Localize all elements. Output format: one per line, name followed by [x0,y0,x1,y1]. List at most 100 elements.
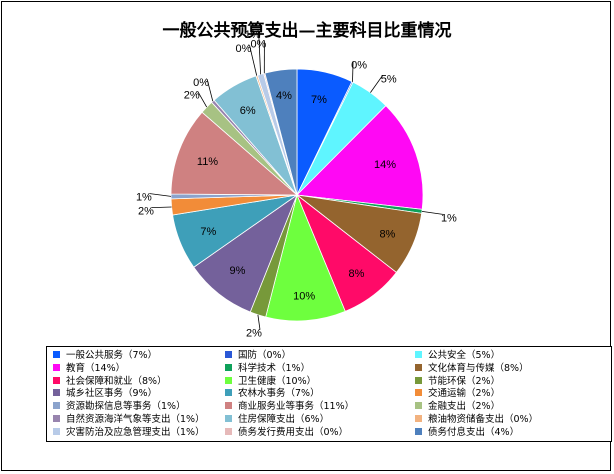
legend-label: 文化体育与传媒（8%） [428,362,529,374]
legend-label: 金融支出（2%） [428,401,501,413]
legend-item: 农林水事务（7%） [225,388,320,400]
legend-item: 社会保障和就业（8%） [53,376,167,388]
legend-swatch [53,415,60,422]
legend-swatch [225,363,232,371]
legend-swatch [53,402,60,410]
legend-item: 公共安全（5%） [415,350,500,362]
leader-line [370,75,384,93]
legend-swatch [415,402,422,410]
legend-item: 灾害防治及应急管理支出（1%） [53,427,205,439]
legend-item: 住房保障支出（6%） [225,414,329,426]
legend-label: 国防（0%） [238,350,292,361]
slice-label: 4% [276,90,292,102]
leader-line [257,314,261,330]
legend-item: 文化体育与传媒（8%） [415,363,529,375]
legend-label: 科学技术（1%） [238,362,311,374]
slice-label: 1% [245,29,261,41]
pie-slice [296,105,424,210]
legend-item: 商业服务业等事务（11%） [225,401,354,413]
slice-label: 2% [138,206,154,218]
legend-item: 粮油物资储备支出（0%） [415,414,538,426]
legend-swatch [53,376,60,384]
legend-swatch [53,363,60,371]
legend-label: 自然资源海洋气象等支出（1%） [66,414,205,425]
legend-swatch [415,389,422,397]
legend-item: 一般公共服务（7%） [53,350,157,362]
legend-swatch [225,402,232,410]
pie-slice [170,111,299,196]
leader-line [421,211,443,215]
pie-slice [264,68,298,196]
legend-item: 国防（0%） [225,350,291,362]
slice-label: 2% [246,328,262,340]
legend-label: 一般公共服务（7%） [66,350,158,361]
legend-swatch [225,389,232,397]
legend-label: 灾害防治及应急管理支出（1%） [66,426,205,438]
slice-label: 10% [293,291,315,303]
legend-swatch [53,427,60,435]
legend-item: 教育（14%） [53,363,125,375]
legend-label: 债务发行费用支出（0%） [238,426,349,438]
slice-label: 7% [311,94,327,106]
leader-line [352,61,354,82]
legend-label: 粮油物资储备支出（0%） [428,414,539,425]
legend-item: 自然资源海洋气象等支出（1%） [53,414,205,426]
legend-swatch [415,415,422,422]
legend-swatch [225,427,232,435]
legend-label: 商业服务业等事务（11%） [238,401,355,413]
legend-swatch [53,351,60,358]
slice-label: 8% [349,268,365,280]
slice-label: 11% [197,156,218,168]
legend-label: 农林水事务（7%） [238,388,320,400]
slice-label: 0% [236,43,252,55]
legend-swatch [415,363,422,371]
legend-swatch [225,351,232,358]
legend-item: 城乡社区事务（9%） [53,388,157,400]
legend-swatch [415,376,422,384]
chart-title: 一般公共预算支出—主要科目比重情况 [162,21,452,41]
slice-label: 0% [351,59,367,71]
legend-label: 节能环保（2%） [428,375,501,387]
legend-swatch [415,351,422,358]
slice-label: 1% [136,192,152,204]
legend-label: 城乡社区事务（9%） [66,388,158,400]
legend-item: 科学技术（1%） [225,363,310,375]
pie-slices [170,68,424,322]
slice-label: 7% [200,226,216,238]
legend-item: 资源勘探信息等事务（1%） [53,401,186,413]
slice-label: 1% [441,212,457,224]
leader-line [249,45,258,76]
legend-swatch [53,389,60,397]
leader-lines [149,30,443,330]
legend-label: 教育（14%） [66,362,126,374]
legend-item: 卫生健康（10%） [225,376,316,388]
pie-chart: 7%0%5%14%1%8%8%10%2%9%7%2%1%11%2%0%6%0%1… [136,29,457,340]
slice-label: 14% [374,159,396,171]
legend-swatch [225,415,232,422]
leader-line [197,91,208,108]
slice-label: 9% [230,265,246,277]
legend-swatch [415,427,422,435]
legend-item: 金融支出（2%） [415,401,500,413]
legend-item: 债务发行费用支出（0%） [225,427,348,439]
chart-legend: 一般公共服务（7%） 国防（0%） 公共安全（5%） 教育（14%） 科学技术（1%） 文… [46,346,612,442]
legend-label: 公共安全（5%） [428,350,501,361]
slice-label: 6% [240,105,256,117]
leader-line [206,79,214,102]
leader-line [149,193,172,197]
leader-line [151,206,172,208]
legend-label: 卫生健康（10%） [238,375,317,387]
legend-label: 资源勘探信息等事务（1%） [66,401,186,413]
legend-item: 交通运输（2%） [415,388,500,400]
legend-label: 债务付息支出（4%） [428,426,520,438]
slice-label: 2% [184,89,200,101]
pie-slice [265,193,346,322]
slice-label: 5% [381,73,397,85]
slice-label: 8% [379,229,395,241]
legend-label: 交通运输（2%） [428,388,501,400]
leader-line [258,30,261,75]
legend-label: 住房保障支出（6%） [238,414,330,425]
slice-labels: 7%0%5%14%1%8%8%10%2%9%7%2%1%11%2%0%6%0%1… [136,29,457,340]
slice-label: 0% [193,77,209,89]
legend-item: 债务付息支出（4%） [415,427,519,439]
